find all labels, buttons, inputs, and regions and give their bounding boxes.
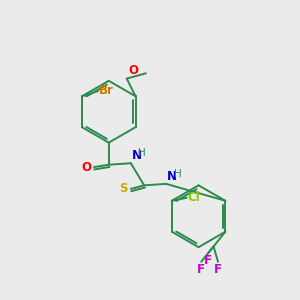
Text: N: N: [132, 149, 142, 162]
Text: H: H: [138, 148, 146, 158]
Text: Br: Br: [99, 85, 114, 98]
Text: N: N: [167, 170, 177, 183]
Text: O: O: [128, 64, 138, 77]
Text: F: F: [197, 263, 205, 276]
Text: H: H: [174, 169, 181, 178]
Text: Cl: Cl: [188, 191, 200, 204]
Text: F: F: [204, 254, 212, 267]
Text: O: O: [81, 160, 91, 174]
Text: F: F: [214, 263, 222, 276]
Text: S: S: [119, 182, 128, 195]
